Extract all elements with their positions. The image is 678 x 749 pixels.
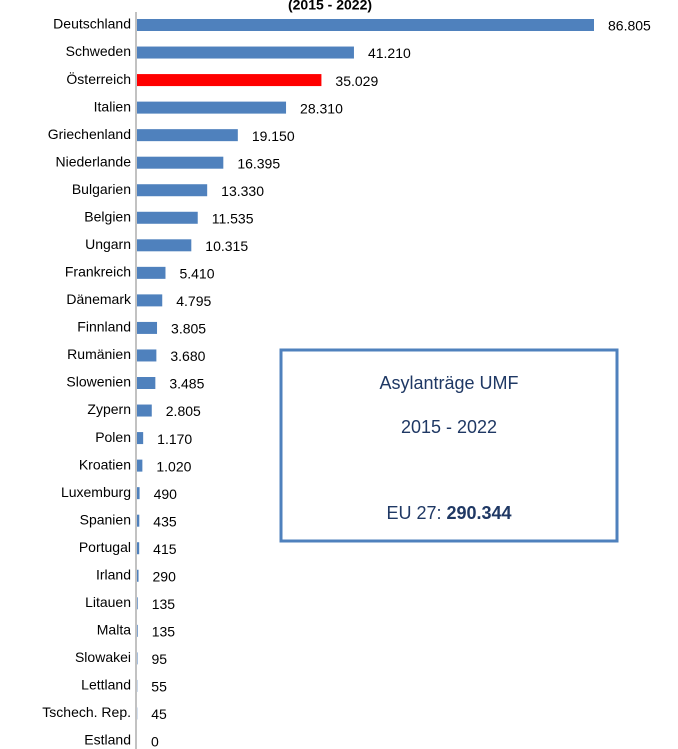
category-label: Kroatien	[79, 456, 131, 472]
category-label: Tschech. Rep.	[42, 704, 131, 720]
category-label: Litauen	[85, 594, 131, 610]
bar	[137, 542, 140, 555]
value-label: 11.535	[212, 210, 254, 226]
bar	[137, 321, 158, 334]
category-label: Irland	[96, 566, 131, 582]
value-label: 135	[152, 624, 176, 640]
annotation-title: Asylanträge UMF	[379, 373, 518, 393]
value-label: 19.150	[252, 128, 295, 144]
bar	[137, 652, 138, 665]
bar	[137, 432, 144, 445]
bar	[137, 349, 157, 362]
category-label: Lettland	[81, 677, 131, 693]
category-label: Polen	[95, 429, 131, 445]
category-label: Belgien	[84, 208, 131, 224]
value-label: 2.805	[166, 403, 201, 419]
bar	[137, 294, 163, 307]
bar	[137, 101, 287, 114]
category-label: Slowakei	[75, 649, 131, 665]
annotation-period: 2015 - 2022	[401, 417, 497, 437]
category-label: Italien	[94, 98, 131, 114]
bar	[137, 19, 594, 31]
annotation-total: EU 27: 290.344	[386, 503, 511, 523]
category-label: Griechenland	[48, 126, 131, 142]
bar	[137, 597, 138, 610]
bar	[137, 459, 143, 472]
value-label: 135	[152, 596, 176, 612]
category-label: Niederlande	[56, 153, 132, 169]
value-label: 3.680	[170, 348, 205, 364]
value-label: 95	[152, 651, 168, 667]
value-label: 28.310	[300, 100, 343, 116]
value-label: 13.330	[221, 183, 264, 199]
category-label: Estland	[84, 732, 131, 748]
category-label: Bulgarien	[72, 181, 131, 197]
category-label: Ungarn	[85, 236, 131, 252]
value-label: 435	[153, 513, 177, 529]
category-label: Slowenien	[66, 374, 131, 390]
category-label: Malta	[97, 622, 131, 638]
bar	[137, 569, 139, 582]
annotation-total-value: 290.344	[446, 503, 511, 523]
value-label: 1.170	[157, 431, 192, 447]
bar	[137, 514, 140, 527]
value-label: 415	[153, 541, 177, 557]
value-label: 45	[151, 706, 167, 722]
bar	[137, 129, 238, 142]
value-label: 1.020	[156, 458, 191, 474]
category-label: Portugal	[79, 539, 131, 555]
annotation-total-label: EU 27:	[386, 503, 446, 523]
value-label: 35.029	[335, 73, 378, 89]
bar	[137, 239, 192, 252]
category-label: Rumänien	[67, 346, 131, 362]
bar	[137, 46, 354, 59]
bar	[137, 211, 198, 224]
category-label: Luxemburg	[61, 484, 131, 500]
bar	[137, 624, 138, 637]
category-label: Deutschland	[53, 16, 131, 32]
value-label: 41.210	[368, 45, 411, 61]
category-label: Finnland	[77, 319, 131, 335]
value-label: 490	[154, 486, 178, 502]
chart-title: (2015 - 2022)	[288, 0, 372, 13]
value-label: 0	[151, 734, 159, 749]
value-label: 16.395	[237, 155, 280, 171]
annotation-box	[279, 348, 619, 543]
value-label: 55	[151, 679, 167, 695]
category-label: Schweden	[66, 43, 131, 59]
bar	[137, 266, 166, 279]
bar	[137, 404, 152, 417]
category-label: Österreich	[66, 70, 131, 87]
value-label: 5.410	[179, 266, 214, 282]
category-label: Spanien	[80, 511, 131, 527]
value-label: 290	[153, 568, 177, 584]
value-label: 3.805	[171, 321, 206, 337]
category-label: Dänemark	[66, 291, 132, 307]
value-label: 3.485	[169, 376, 204, 392]
bar	[137, 487, 140, 500]
bar	[137, 156, 224, 169]
value-label: 10.315	[205, 238, 248, 254]
bar	[137, 74, 322, 87]
bar	[137, 184, 208, 197]
value-label: 86.805	[608, 18, 651, 34]
bar	[137, 377, 156, 389]
value-label: 4.795	[176, 293, 211, 309]
category-label: Frankreich	[65, 264, 131, 280]
category-label: Zypern	[87, 401, 131, 417]
